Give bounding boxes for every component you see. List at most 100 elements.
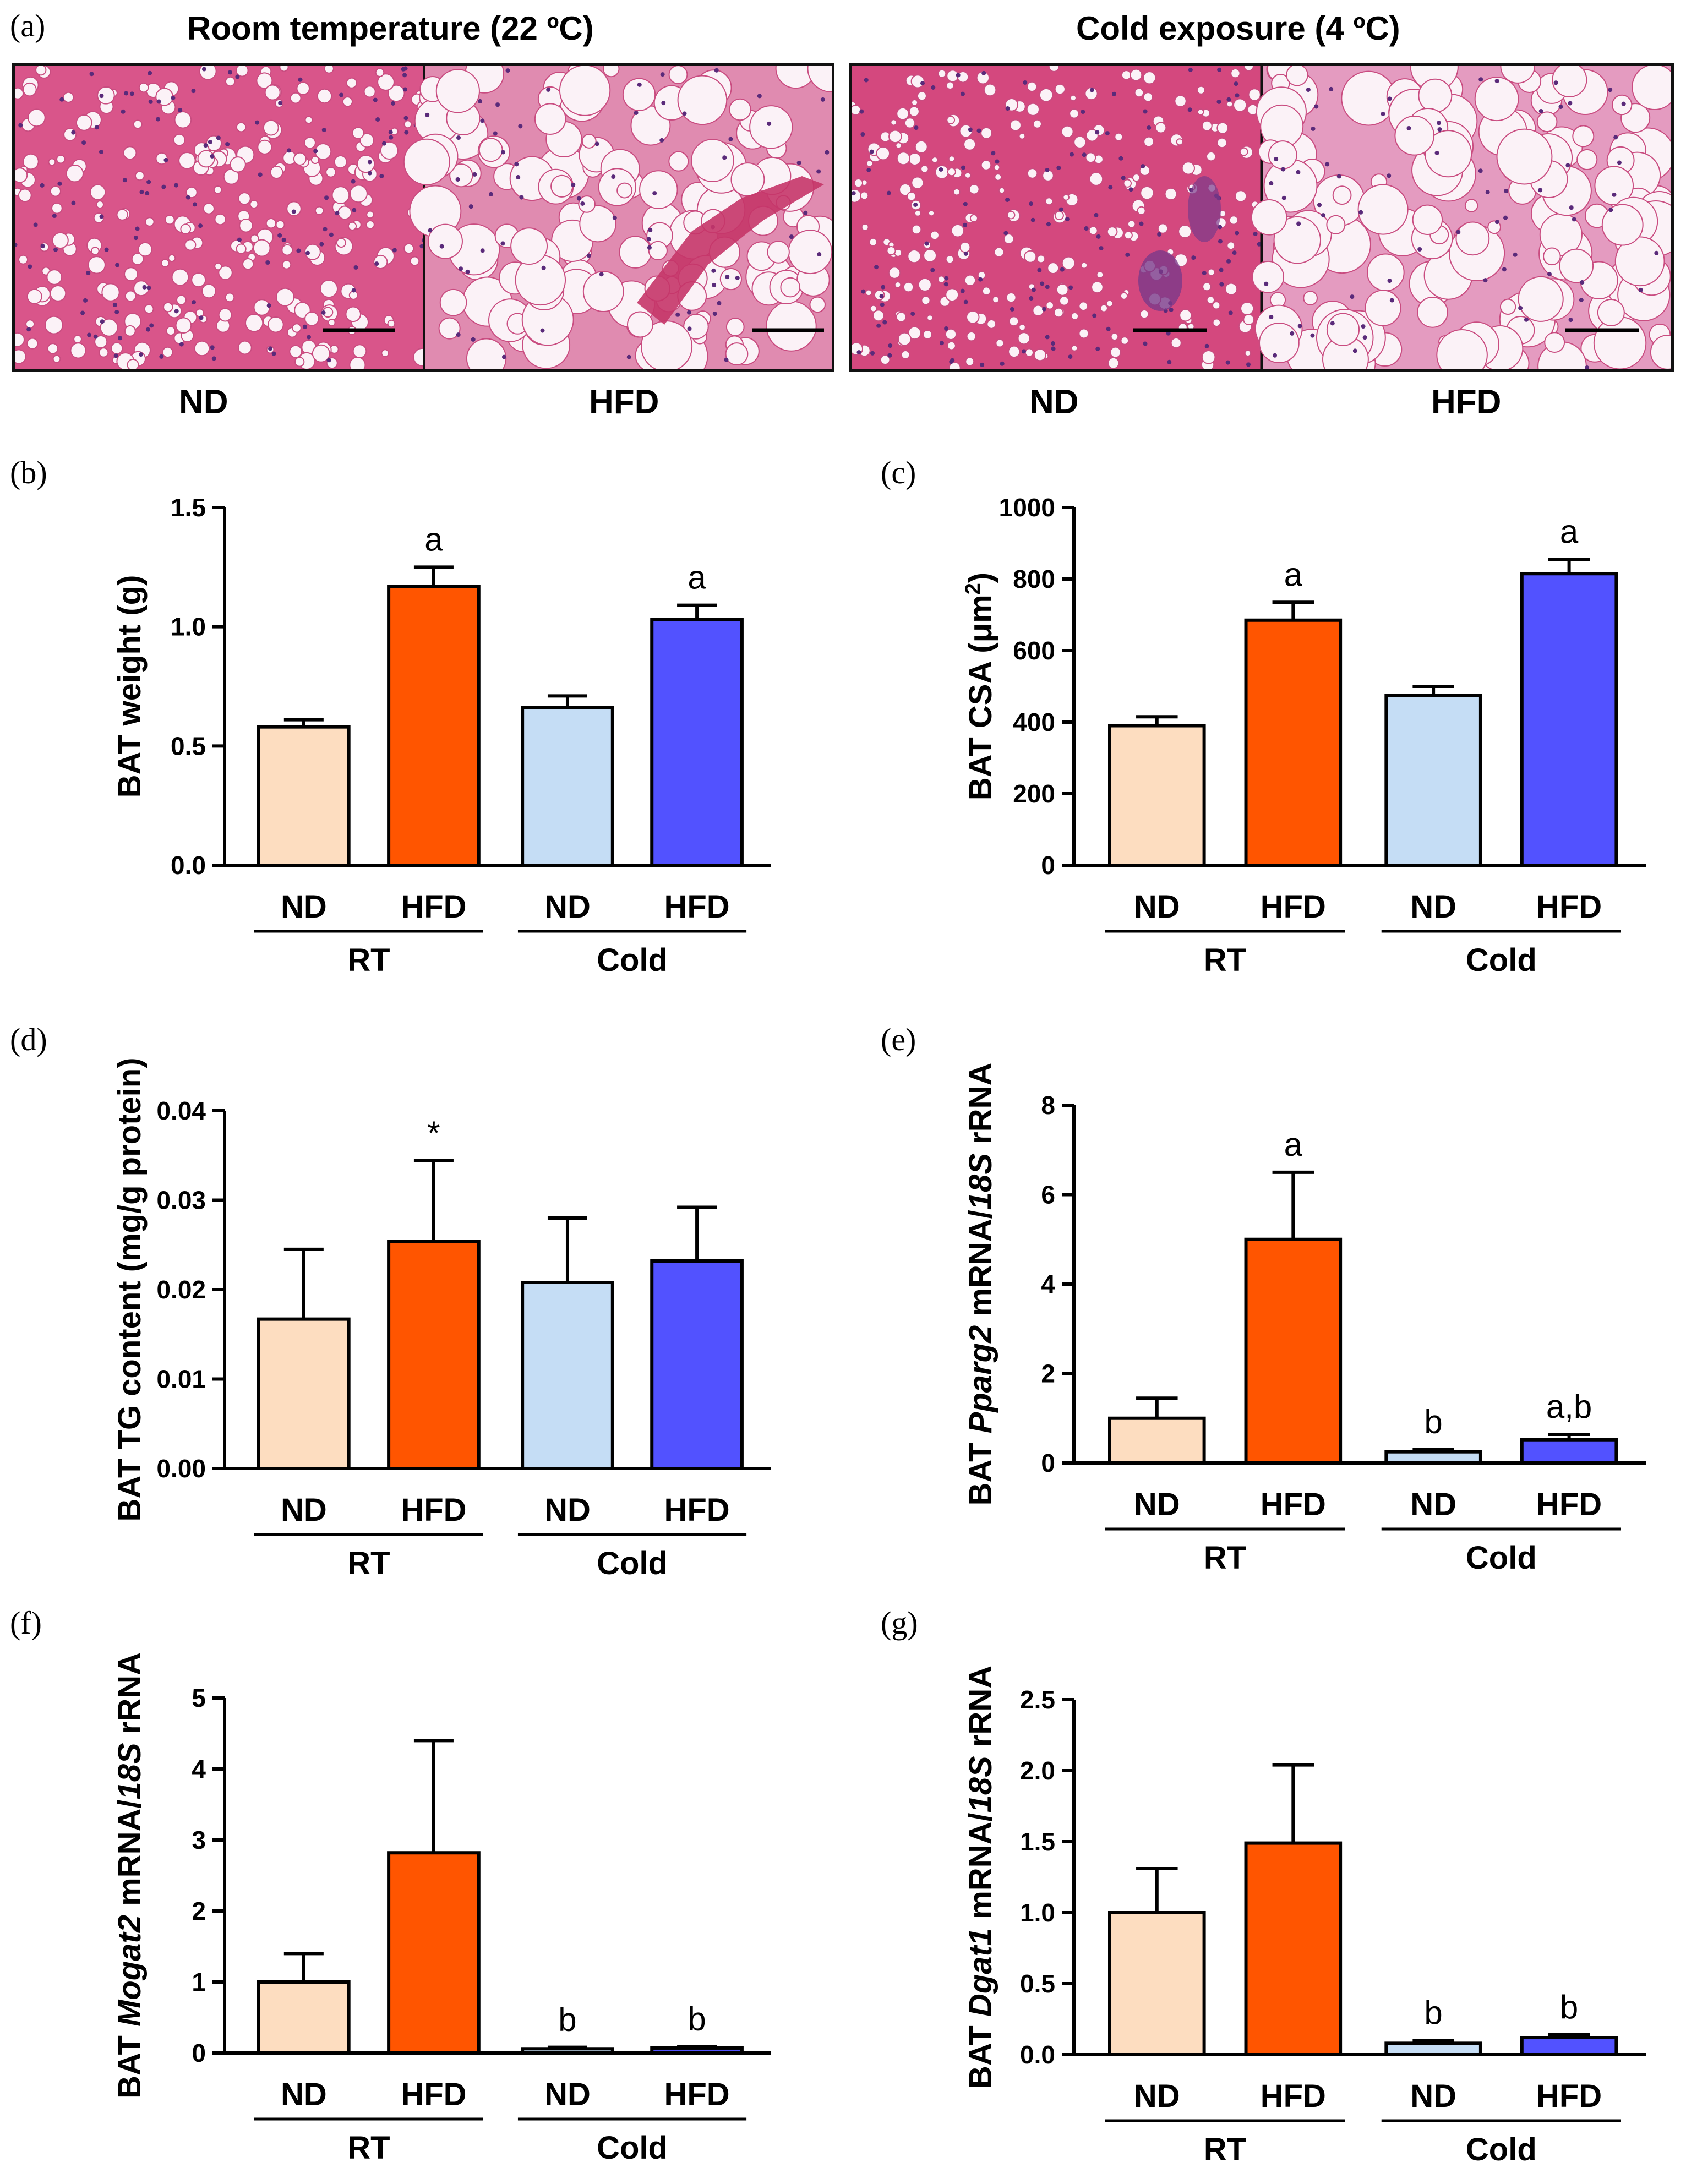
cell-nucleus — [505, 68, 510, 73]
adipocyte-droplet — [1054, 210, 1064, 220]
histology-caption-cold-nd: ND — [1029, 383, 1079, 421]
adipocyte-droplet — [435, 69, 480, 113]
adipocyte-droplet — [869, 237, 878, 247]
cell-nucleus — [647, 245, 652, 250]
y-axis-title-part: BAT TG content (mg/g protein) — [112, 1057, 148, 1521]
adipocyte-droplet — [1088, 226, 1098, 236]
cell-nucleus — [1572, 217, 1576, 222]
adipocyte-droplet — [1139, 309, 1149, 319]
adipocyte-droplet — [1243, 66, 1254, 72]
cell-nucleus — [100, 319, 105, 324]
adipocyte-droplet — [807, 66, 832, 92]
cell-nucleus — [1105, 131, 1110, 136]
adipocyte-droplet — [162, 346, 173, 358]
adipocyte-droplet — [668, 66, 688, 84]
cell-nucleus — [1269, 181, 1274, 186]
adipocyte-droplet — [265, 218, 277, 229]
y-axis-title-part: 2 — [962, 583, 985, 594]
adipocyte-droplet — [317, 88, 332, 104]
adipocyte-droplet — [263, 119, 279, 136]
cell-nucleus — [465, 269, 470, 274]
cell-nucleus — [193, 202, 198, 207]
adipocyte-droplet — [1127, 220, 1136, 228]
cell-nucleus — [471, 337, 476, 342]
cell-nucleus — [817, 252, 822, 257]
cell-nucleus — [456, 332, 461, 337]
adipocyte-droplet — [1230, 68, 1241, 79]
cell-nucleus — [714, 68, 719, 73]
adipocyte-droplet — [865, 289, 872, 297]
cell-nucleus — [1314, 104, 1319, 109]
cell-nucleus — [968, 127, 973, 132]
cell-nucleus — [1306, 87, 1311, 92]
adipocyte-droplet — [1059, 296, 1070, 306]
adipocyte-droplet — [337, 205, 352, 220]
adipocyte-droplet — [1121, 70, 1132, 80]
category-label: HFD — [1536, 2078, 1602, 2114]
adipocyte-droplet — [995, 338, 1005, 348]
cell-nucleus — [1381, 111, 1385, 116]
bar-nd-cold — [1384, 2041, 1482, 2056]
cell-nucleus — [52, 214, 57, 219]
bar-hfd-cold — [650, 1259, 744, 1470]
cell-nucleus — [599, 272, 604, 277]
cell-nucleus — [149, 323, 154, 328]
cell-nucleus — [1070, 152, 1074, 157]
cell-nucleus — [887, 353, 892, 358]
cell-nucleus — [456, 135, 461, 140]
cell-nucleus — [861, 289, 866, 294]
adipocyte-droplet — [1164, 187, 1177, 201]
cell-nucleus — [95, 125, 100, 130]
cell-nucleus — [724, 357, 729, 362]
cell-nucleus — [1417, 247, 1422, 252]
cell-nucleus — [296, 248, 301, 253]
adipocyte-droplet — [719, 267, 743, 291]
y-tick-label: 1.0 — [1020, 1898, 1055, 1927]
adipocyte-droplet — [1216, 122, 1229, 134]
adipocyte-droplet — [1601, 204, 1644, 246]
adipocyte-droplet — [18, 188, 32, 203]
cell-nucleus — [1617, 160, 1622, 165]
cell-nucleus — [864, 78, 869, 83]
adipocyte-droplet — [1196, 85, 1205, 95]
cell-nucleus — [661, 101, 666, 106]
adipocyte-droplet — [15, 87, 24, 100]
cell-nucleus — [26, 327, 31, 332]
cell-nucleus — [352, 208, 357, 212]
adipocyte-droplet — [1170, 337, 1182, 349]
cell-nucleus — [1281, 167, 1286, 172]
group-label: RT — [1204, 942, 1246, 978]
cell-nucleus — [1023, 80, 1028, 85]
cell-nucleus — [796, 160, 801, 165]
adipocyte-droplet — [236, 243, 247, 254]
chart-bat-tg-content: 0.00 0.01 0.02 0.03 0.04 BAT TG content (mg/g… — [112, 1057, 771, 1581]
y-axis-title-part: mRNA/ — [963, 1812, 998, 1928]
adipocyte-droplet — [1027, 168, 1038, 179]
group-label: RT — [1204, 1540, 1246, 1576]
adipocyte-droplet — [195, 308, 204, 318]
adipocyte-droplet — [238, 192, 251, 205]
cell-nucleus — [1513, 252, 1518, 257]
cell-nucleus — [425, 112, 430, 117]
cell-nucleus — [83, 298, 88, 303]
adipocyte-droplet — [253, 299, 270, 316]
adipocyte-droplet — [134, 171, 145, 181]
cell-nucleus — [1094, 212, 1099, 217]
bar-hfd-rt — [1244, 1841, 1343, 2056]
cell-nucleus — [712, 282, 717, 287]
adipocyte-droplet — [281, 260, 292, 270]
adipocyte-droplet — [174, 111, 192, 129]
cell-nucleus — [546, 87, 551, 92]
cell-nucleus — [1612, 192, 1617, 197]
cell-nucleus — [117, 336, 122, 341]
adipocyte-droplet — [1048, 66, 1060, 72]
adipocyte-droplet — [1197, 108, 1204, 116]
adipocyte-droplet — [366, 210, 374, 219]
adipocyte-droplet — [1202, 282, 1212, 292]
cell-nucleus — [1143, 341, 1148, 346]
cell-nucleus — [1022, 349, 1027, 354]
cell-nucleus — [1191, 255, 1196, 260]
adipocyte-droplet — [1114, 132, 1123, 141]
adipocyte-droplet — [937, 69, 947, 78]
cell-nucleus — [1654, 250, 1659, 255]
